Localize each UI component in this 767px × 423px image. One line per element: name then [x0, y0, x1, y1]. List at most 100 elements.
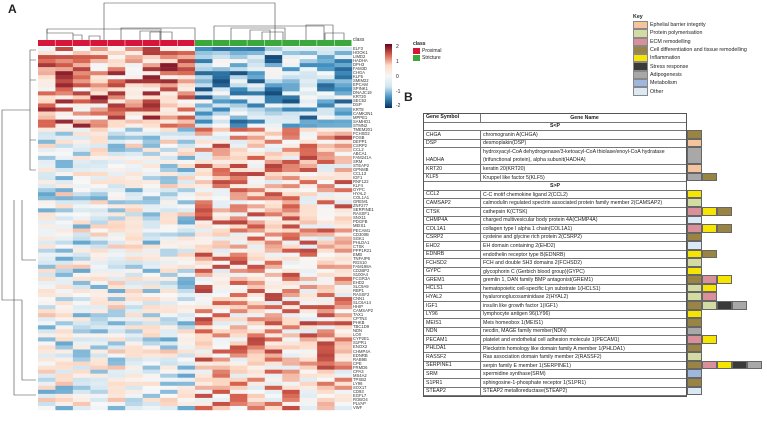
key-swatch — [633, 37, 648, 46]
heatmap-cell — [195, 397, 213, 403]
heatmap-cell — [299, 272, 318, 278]
heatmap-cell — [195, 63, 213, 68]
heatmap-cell — [90, 75, 108, 80]
heatmap-cell — [282, 341, 300, 346]
category-box-row — [687, 207, 762, 216]
heatmap-cell — [55, 389, 74, 395]
heatmap-cell — [90, 317, 108, 322]
heatmap-cell — [90, 353, 108, 358]
heatmap-cell — [160, 139, 178, 144]
heatmap-cell — [282, 55, 300, 60]
heatmap-cell — [177, 196, 196, 201]
heatmap-cell — [55, 168, 74, 173]
heatmap-cell — [160, 405, 178, 411]
heatmap-cell — [264, 176, 283, 181]
heatmap-cell — [90, 103, 108, 108]
heatmap-cell — [142, 341, 161, 346]
heatmap-cell — [90, 196, 108, 201]
heatmap-cell — [247, 345, 265, 350]
heatmap-cell — [229, 284, 248, 290]
heatmap-cell — [212, 220, 231, 225]
heatmap-cell — [177, 276, 196, 282]
heatmap-cell — [160, 135, 178, 140]
row-label: PECAM1 — [353, 227, 371, 233]
heatmap-cell — [212, 111, 231, 116]
heatmap-cell — [90, 393, 108, 399]
heatmap-cell — [142, 373, 161, 378]
heatmap-cell — [247, 305, 265, 310]
heatmap-cell — [212, 208, 231, 213]
heatmap-cell — [107, 260, 126, 265]
heatmap-cell — [264, 95, 283, 100]
heatmap-cell — [142, 220, 161, 225]
heatmap-cell — [247, 111, 265, 116]
heatmap-cell — [317, 389, 335, 395]
heatmap-cell — [334, 163, 353, 169]
heatmap-cell — [177, 135, 196, 140]
row-label: TBC1D9 — [353, 324, 370, 330]
heatmap-cell — [38, 373, 56, 378]
heatmap-cell — [212, 345, 231, 350]
heatmap-cell — [195, 127, 213, 132]
heatmap-cell — [334, 381, 353, 386]
heatmap-cell — [317, 111, 335, 116]
heatmap-cell — [195, 176, 213, 181]
heatmap-cell — [107, 51, 126, 56]
heatmap-cell — [55, 280, 74, 286]
category-box-row — [687, 224, 762, 233]
heatmap-cell — [299, 79, 318, 84]
heatmap-cell — [38, 212, 56, 217]
heatmap-cell — [177, 127, 196, 132]
gene-symbol: EHD2 — [424, 242, 481, 250]
row-label: DSP — [353, 102, 362, 108]
heatmap-cell — [264, 397, 283, 403]
heatmap-cell — [317, 365, 335, 370]
heatmap-cell — [38, 147, 56, 153]
heatmap-cell — [299, 147, 318, 153]
heatmap-cell — [247, 200, 265, 205]
heatmap-cell — [177, 111, 196, 116]
heatmap-cell — [334, 397, 353, 403]
heatmap-cell — [282, 397, 300, 403]
heatmap-cell — [142, 401, 161, 407]
heatmap-cell — [264, 107, 283, 112]
heatmap-cell — [55, 63, 74, 68]
heatmap-cell — [177, 381, 196, 386]
row-label: EPCAM — [353, 82, 368, 88]
heatmap-cell — [177, 389, 196, 395]
heatmap-cell — [334, 47, 353, 52]
gene-name: collagen type I alpha 1 chain(COL1A1) — [483, 225, 573, 232]
heatmap-cell — [264, 313, 283, 318]
heatmap-cell — [334, 329, 353, 334]
row-label: EMB — [353, 251, 363, 257]
heatmap-cell — [299, 301, 318, 306]
row-label: FCHSD2 — [353, 130, 370, 136]
heatmap-cell — [107, 196, 126, 201]
row-label: SOX17 — [353, 384, 367, 390]
heatmap-cell — [55, 325, 74, 330]
heatmap-cell — [55, 260, 74, 265]
category-box — [732, 301, 747, 310]
color-scale-bar — [385, 44, 392, 108]
heatmap-cell — [125, 204, 143, 209]
heatmap-cell — [282, 131, 300, 136]
table-row: CTSK cathepsin K(CTSK) — [424, 208, 686, 217]
heatmap-cell — [195, 280, 213, 286]
heatmap-cell — [282, 99, 300, 104]
heatmap-cell — [90, 401, 108, 407]
heatmap-cell — [142, 236, 161, 241]
heatmap-cell — [72, 341, 91, 346]
heatmap-cell — [195, 252, 213, 257]
heatmap-cell — [282, 184, 300, 189]
heatmap-cell — [334, 196, 353, 201]
heatmap-cell — [299, 208, 318, 213]
heatmap-cell — [160, 115, 178, 120]
heatmap-cell — [334, 87, 353, 92]
row-label: FRMD6 — [353, 364, 368, 370]
heatmap-cell — [160, 301, 178, 306]
heatmap-cell — [125, 59, 143, 64]
heatmap-cell — [90, 184, 108, 189]
heatmap-cell — [212, 325, 231, 330]
heatmap-cell — [334, 75, 353, 80]
heatmap-cell — [229, 381, 248, 386]
